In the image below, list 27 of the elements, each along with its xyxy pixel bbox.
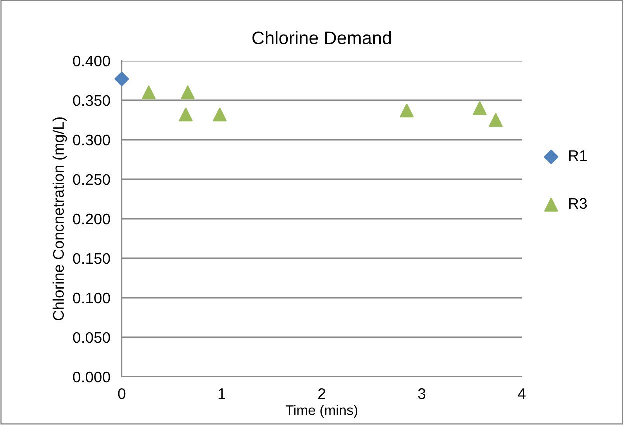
point [142,86,156,100]
y-tick-label: 0.200 [73,214,110,225]
y-tick-label: 0.100 [73,292,110,304]
point [114,72,130,86]
y-tick-label: 0.250 [73,174,110,186]
point [473,101,487,116]
y-tick-label: 0.300 [73,134,110,146]
legend-label: R3 [569,198,588,210]
x-tick-label: 1 [218,388,226,400]
y-tick-label: 0.150 [73,253,110,264]
point [179,108,193,122]
y-tick-label: 0.050 [73,332,110,344]
point [213,108,227,122]
y-axis-title: Chlorine Concnetration (mg/L) [52,118,68,321]
x-axis-title: Time (mins) [286,405,358,418]
point [181,86,195,100]
point [489,113,503,128]
x-tick-label: 3 [418,388,426,400]
y-tick-label: 0.000 [73,372,110,383]
y-tick-label: 0.350 [73,95,110,106]
x-tick-label: 0 [118,388,126,400]
point [400,104,414,118]
x-tick-label: 4 [518,388,526,400]
legend-label: R1 [569,150,587,162]
chart-title: Chlorine Demand [252,31,392,45]
x-tick-label: 2 [318,388,326,400]
y-tick-label: 0.400 [73,56,110,67]
